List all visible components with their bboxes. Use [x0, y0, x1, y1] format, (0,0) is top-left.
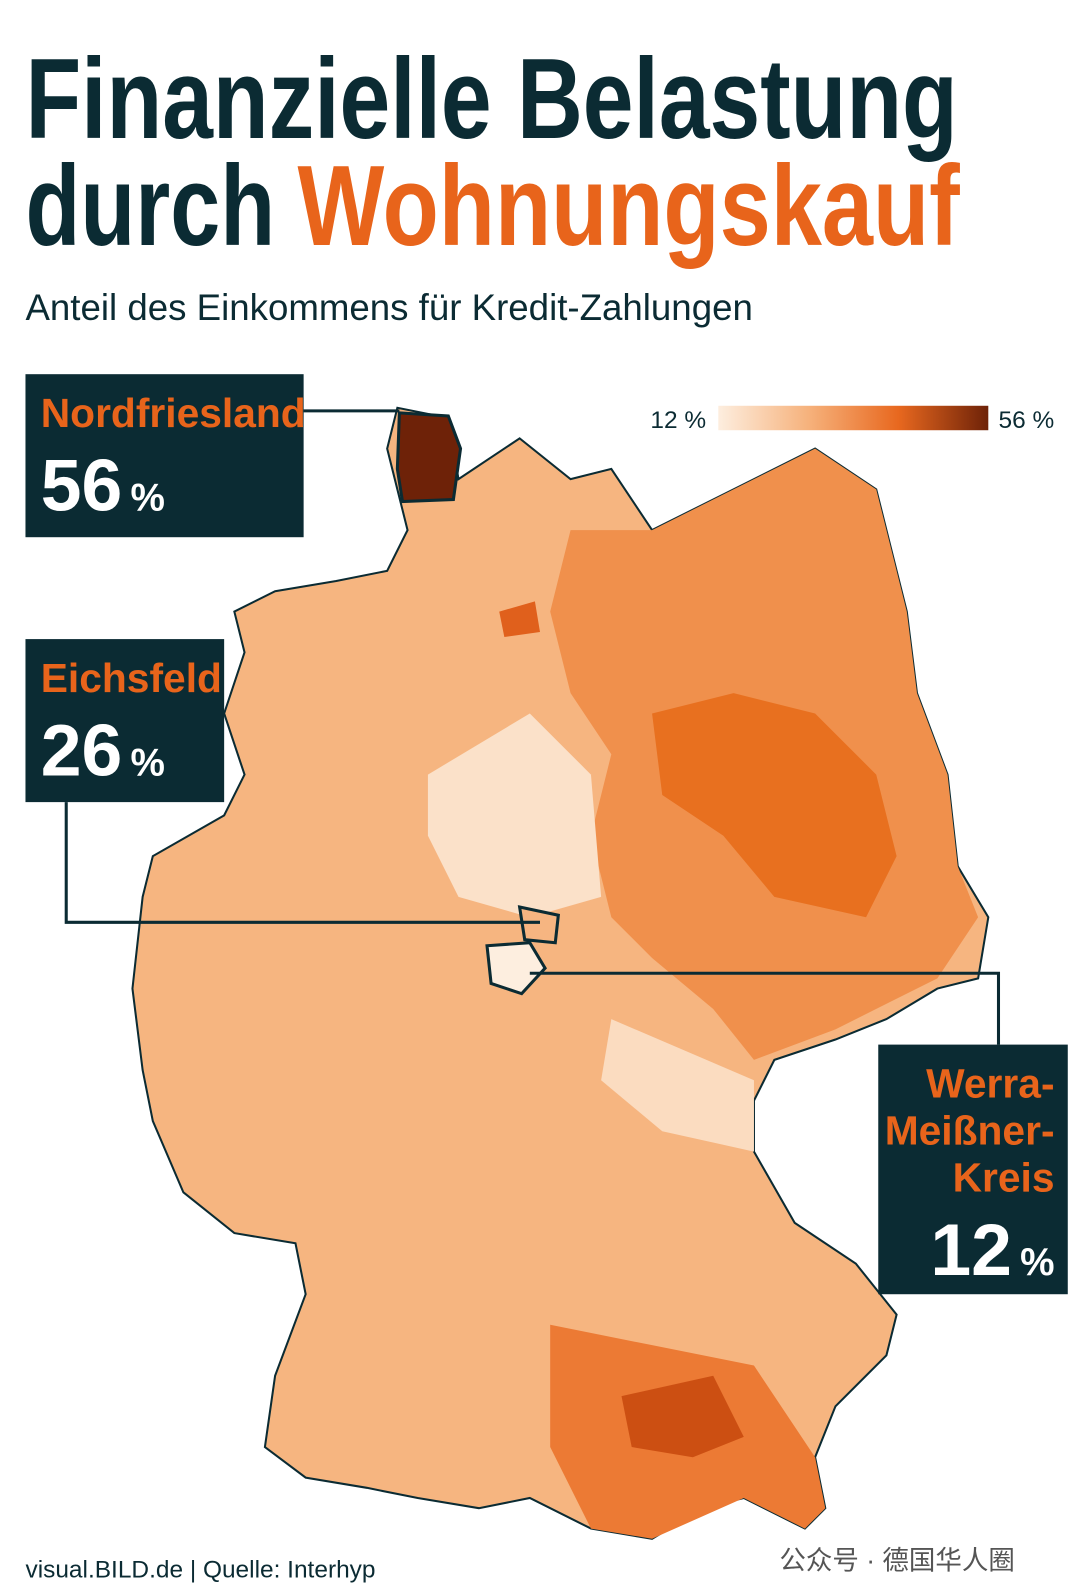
- region-brandenburg: [652, 693, 897, 918]
- title-accent: Wohnungskauf: [298, 143, 961, 270]
- callout-name: Nordfriesland: [41, 390, 306, 436]
- callout-number: 56: [41, 445, 123, 527]
- callout-box: [878, 1044, 1068, 1295]
- callout-name: Werra-: [926, 1061, 1054, 1107]
- region-eichsfeld: [517, 905, 561, 945]
- legend-min-label: 12 %: [650, 407, 706, 434]
- region-munich: [621, 1375, 744, 1458]
- callout-unit: %: [1020, 1241, 1054, 1284]
- callout-unit: %: [130, 742, 164, 785]
- legend-max-label: 56 %: [998, 407, 1054, 434]
- callout-name: Meißner-: [885, 1107, 1055, 1153]
- callout-value: 12%: [930, 1209, 1054, 1291]
- region-center: [427, 713, 602, 918]
- callout-value: 56%: [41, 445, 165, 527]
- title: Finanzielle Belastung: [25, 36, 957, 163]
- callout-value: 26%: [41, 710, 165, 792]
- callout-unit: %: [130, 477, 164, 520]
- callout-name: Eichsfeld: [41, 655, 222, 701]
- region-hamburg: [499, 601, 540, 638]
- leader-line: [529, 971, 1001, 1045]
- callout-number: 12: [930, 1209, 1012, 1291]
- watermark: 公众号 · 德国华人圈: [779, 1545, 1014, 1575]
- region-werra-meissner: [485, 941, 547, 996]
- footer-source: visual.BILD.de | Quelle: Interhyp: [25, 1556, 375, 1583]
- legend-bar: [718, 405, 989, 431]
- region-nordfriesland: [395, 411, 463, 504]
- callout-number: 26: [41, 710, 123, 792]
- callout-box: [25, 639, 225, 803]
- leader-line: [64, 802, 540, 924]
- region-franconia: [601, 1019, 754, 1152]
- callout-name: Kreis: [953, 1154, 1055, 1200]
- subtitle: Anteil des Einkommens für Kredit-Zahlung…: [25, 287, 752, 328]
- title: durch: [25, 143, 275, 270]
- callout-box: [25, 374, 304, 538]
